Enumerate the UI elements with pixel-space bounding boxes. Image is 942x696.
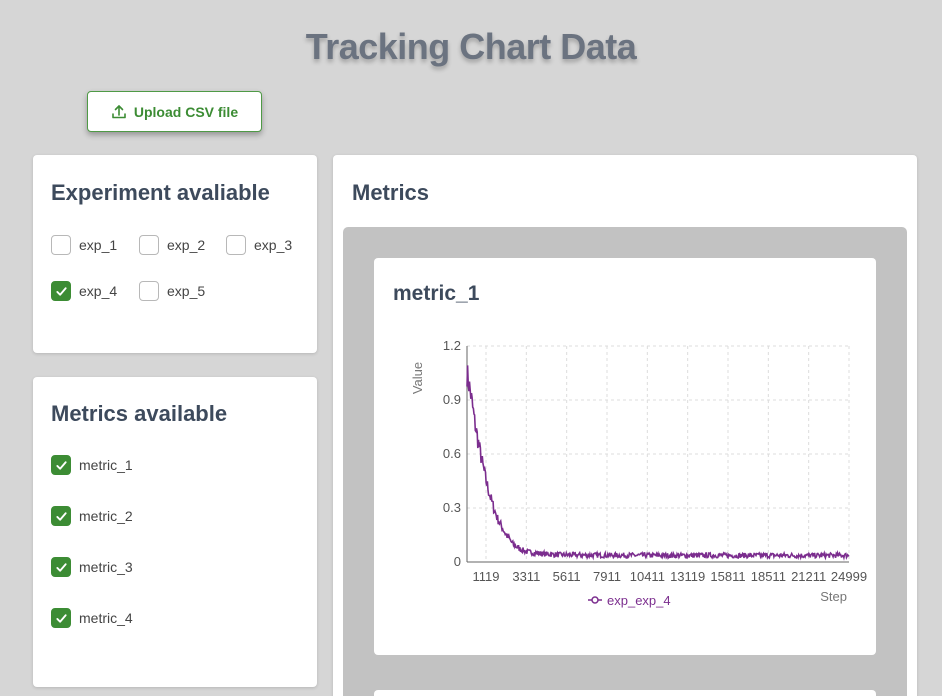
checkbox-label: metric_1 (79, 457, 133, 473)
checkbox-label: metric_3 (79, 559, 133, 575)
y-tick-label: 0.3 (443, 500, 461, 515)
checkbox-checked-icon[interactable] (51, 506, 71, 526)
x-tick-label: 21211 (791, 569, 826, 584)
x-tick-label: 24999 (831, 569, 867, 584)
checkbox-checked-icon[interactable] (51, 557, 71, 577)
metric-1-chart: 0 0.3 0.6 0.9 1.2 1119 3311 5611 7911 10411 13119 1… (410, 338, 867, 608)
checkbox-checked-icon[interactable] (51, 608, 71, 628)
upload-label: Upload CSV file (133, 103, 239, 120)
checkbox-checked-icon[interactable] (51, 281, 71, 301)
x-tick-label: 3311 (512, 569, 540, 584)
y-tick-label: 0 (454, 554, 461, 569)
checkbox-checked-icon[interactable] (51, 455, 71, 475)
x-tick-label: 18511 (751, 569, 786, 584)
upload-icon (112, 104, 126, 118)
page-title: Tracking Chart Data (305, 26, 637, 67)
metrics-available-title: Metrics available (51, 401, 228, 426)
upload-csv-button[interactable]: Upload CSV file (87, 91, 262, 132)
y-tick-label: 0.6 (443, 446, 461, 461)
chart-card-metric-1: metric_1 0 0.3 0.6 0.9 1.2 1119 3311 5611 7911 10… (374, 258, 876, 655)
metric-checkbox-metric_4[interactable]: metric_4 (51, 608, 133, 628)
x-tick-label: 1119 (473, 569, 500, 584)
y-axis-label: Value (410, 362, 425, 394)
checkbox-icon[interactable] (226, 235, 246, 255)
y-tick-label: 0.9 (443, 392, 461, 407)
checkbox-label: exp_5 (167, 283, 206, 299)
legend-label: exp_exp_4 (607, 593, 671, 608)
metric-checkbox-metric_3[interactable]: metric_3 (51, 557, 133, 577)
metrics-panel: Metrics metric_1 0 0.3 0.6 0.9 1.2 1119 3311 56… (333, 155, 917, 696)
metrics-title: Metrics (352, 180, 430, 205)
x-tick-label: 7911 (593, 569, 621, 584)
legend-marker-dot (591, 596, 599, 604)
checkbox-label: exp_1 (79, 237, 118, 253)
experiment-checkbox-exp_5[interactable]: exp_5 (139, 281, 205, 301)
metric-checkbox-metric_1[interactable]: metric_1 (51, 455, 133, 475)
experiment-checkbox-exp_4[interactable]: exp_4 (51, 281, 117, 301)
checkbox-icon[interactable] (51, 235, 71, 255)
experiment-checkbox-exp_2[interactable]: exp_2 (139, 235, 205, 255)
checkbox-label: exp_4 (79, 283, 118, 299)
experiment-checkbox-exp_1[interactable]: exp_1 (51, 235, 117, 255)
experiment-panel-title: Experiment avaliable (51, 180, 270, 205)
experiment-checkbox-exp_3[interactable]: exp_3 (226, 235, 292, 255)
checkbox-icon[interactable] (139, 281, 159, 301)
checkbox-icon[interactable] (139, 235, 159, 255)
x-tick-label: 13119 (670, 569, 705, 584)
y-tick-label: 1.2 (443, 338, 461, 353)
x-tick-label: 10411 (630, 569, 665, 584)
x-axis-label: Step (820, 589, 847, 604)
checkbox-label: exp_2 (167, 237, 206, 253)
checkbox-label: exp_3 (254, 237, 293, 253)
chart-title: metric_1 (393, 282, 480, 305)
chart-card-next (374, 690, 876, 696)
x-tick-label: 15811 (710, 569, 745, 584)
experiment-panel: Experiment avaliable exp_1 exp_2 exp_3 exp_… (33, 155, 317, 353)
checkbox-label: metric_2 (79, 508, 133, 524)
x-tick-label: 5611 (553, 569, 581, 584)
metrics-chart-area[interactable]: metric_1 0 0.3 0.6 0.9 1.2 1119 3311 5611 7911 10… (343, 227, 907, 696)
checkbox-label: metric_4 (79, 610, 133, 626)
metric-checkbox-metric_2[interactable]: metric_2 (51, 506, 133, 526)
series-line-exp_exp_4 (466, 365, 850, 561)
